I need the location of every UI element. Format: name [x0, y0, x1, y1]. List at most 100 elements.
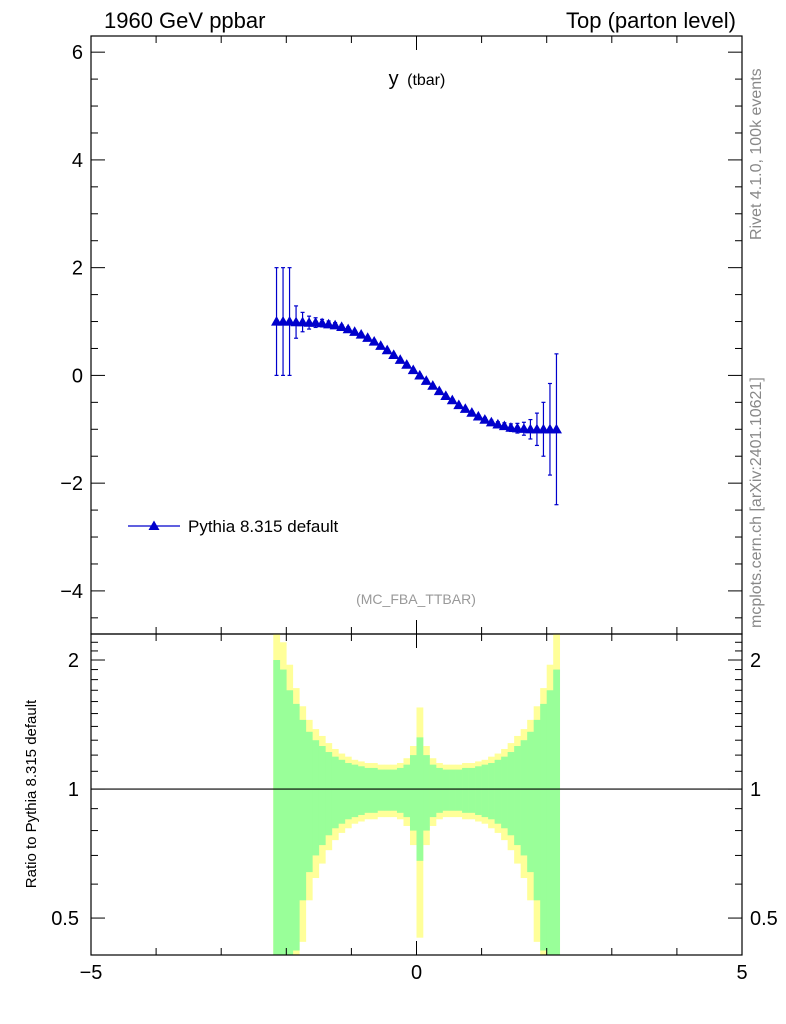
ratio-band-stat: [494, 759, 502, 824]
ratio-band-stat: [312, 740, 320, 856]
ratio-band-stat: [423, 755, 430, 831]
ratio-y-tick-label: 2: [68, 650, 79, 672]
ratio-band-stat: [357, 766, 365, 815]
ratio-band-stat: [318, 746, 326, 846]
ratio-y-tick-label-right: 2: [750, 650, 761, 672]
data-point-triangle: [485, 416, 497, 427]
main-axes: −4 −2 0 2 4 6: [60, 36, 743, 634]
legend-label: Pythia 8.315 default: [188, 517, 339, 536]
data-point-triangle: [420, 375, 432, 385]
ratio-band-stat: [553, 669, 561, 955]
ratio-bands: [273, 634, 561, 955]
main-y-tick-label: −4: [60, 581, 83, 603]
ratio-panel: 0.5 0.5 1 1 2 2 −5 0 5 Ratio to Pythia 8.315 def…: [23, 633, 778, 984]
ratio-band-stat: [442, 769, 450, 811]
data-point-triangle: [329, 319, 341, 330]
rivet-label: Rivet 4.1.0, 100k events: [748, 68, 765, 240]
ratio-band-stat: [351, 764, 359, 818]
ratio-band-stat: [416, 737, 424, 861]
data-point-triangle: [414, 369, 426, 380]
ratio-band-stat: [449, 769, 456, 811]
mcplots-label: mcplots.cern.ch [arXiv:2401.10621]: [748, 377, 765, 628]
main-frame: [90, 35, 743, 635]
header-left: 1960 GeV ppbar: [104, 8, 265, 33]
data-point-triangle: [394, 354, 406, 364]
ratio-band-stat: [527, 731, 534, 873]
ratio-band-stat: [540, 703, 547, 951]
ratio-band-stat: [396, 767, 404, 813]
ratio-band-stat: [292, 703, 300, 951]
main-title-var: y: [389, 68, 399, 90]
data-point-triangle: [316, 317, 328, 328]
ratio-band-stat: [390, 769, 398, 811]
main-y-tick-label: 2: [72, 258, 83, 280]
main-error-bars: [274, 267, 559, 506]
data-point-triangle: [388, 349, 400, 360]
ratio-band-stat: [299, 719, 307, 901]
ratio-y-tick-label-right: 0.5: [750, 908, 778, 930]
data-point-triangle: [479, 414, 491, 424]
ratio-ylabel: Ratio to Pythia 8.315 default: [23, 699, 40, 888]
ratio-band-stat: [409, 755, 417, 831]
data-point-triangle: [446, 394, 458, 405]
legend-marker: [148, 520, 160, 530]
ratio-band-stat: [520, 740, 528, 856]
main-y-tick-label: −2: [60, 473, 83, 495]
ratio-frame: [90, 633, 743, 956]
main-y-tick-label: 0: [72, 365, 83, 387]
ratio-band-stat: [273, 660, 281, 955]
ratio-band-stat: [286, 690, 294, 955]
legend: Pythia 8.315 default: [128, 517, 339, 536]
ratio-band-stat: [305, 731, 313, 873]
data-point-triangle: [368, 335, 380, 346]
ratio-band-stat: [344, 763, 352, 820]
ratio-band-stat: [546, 690, 554, 955]
ratio-band-stat: [429, 764, 437, 818]
ratio-band-stat: [462, 767, 469, 813]
data-point-triangle: [362, 332, 374, 342]
main-y-tick-label: 6: [72, 42, 83, 64]
main-panel: y (tbar) −4 −2 0 2 4 6 Pythia 8.315 default (…: [60, 35, 743, 635]
ratio-axes: 0.5 0.5 1 1 2 2 −5 0 5: [51, 634, 778, 984]
ratio-x-tick-label: −5: [80, 962, 103, 984]
data-point-triangle: [459, 403, 471, 413]
ratio-band-stat: [475, 766, 482, 815]
ratio-x-tick-label: 5: [736, 962, 747, 984]
ratio-band-stat: [338, 759, 346, 824]
data-point-triangle: [427, 380, 439, 390]
ratio-band-stat: [279, 669, 287, 955]
main-title: y (tbar): [389, 68, 446, 90]
main-markers: [271, 316, 562, 434]
data-point-triangle: [440, 390, 452, 401]
data-point-triangle: [381, 344, 393, 355]
ratio-y-tick-label: 1: [68, 779, 79, 801]
ratio-band-stat: [436, 767, 443, 813]
ratio-y-tick-label-right: 1: [750, 779, 761, 801]
data-point-triangle: [492, 418, 504, 429]
ratio-band-stat: [533, 719, 541, 901]
data-point-triangle: [498, 420, 510, 431]
ratio-band-stat: [488, 763, 495, 820]
header-right: Top (parton level): [566, 8, 736, 33]
ratio-band-stat: [331, 756, 339, 829]
ratio-band-stat: [364, 767, 372, 813]
data-point-triangle: [407, 364, 419, 375]
ratio-band-stat: [325, 752, 333, 836]
data-point-triangle: [550, 423, 562, 434]
ratio-y-tick-label: 0.5: [51, 908, 79, 930]
ratio-band-stat: [455, 769, 463, 811]
data-point-triangle: [401, 359, 413, 369]
data-point-triangle: [323, 318, 335, 329]
ratio-band-stat: [481, 764, 489, 818]
ratio-band-stat: [501, 756, 508, 829]
data-point-triangle: [349, 326, 361, 336]
data-point-triangle: [375, 340, 387, 350]
ratio-band-stat: [514, 746, 521, 846]
data-point-triangle: [355, 328, 367, 339]
ratio-band-stat: [383, 769, 391, 811]
ratio-band-stat: [370, 767, 378, 813]
main-y-tick-label: 4: [72, 150, 83, 172]
data-point-triangle: [433, 385, 445, 396]
ratio-band-stat: [403, 764, 411, 818]
